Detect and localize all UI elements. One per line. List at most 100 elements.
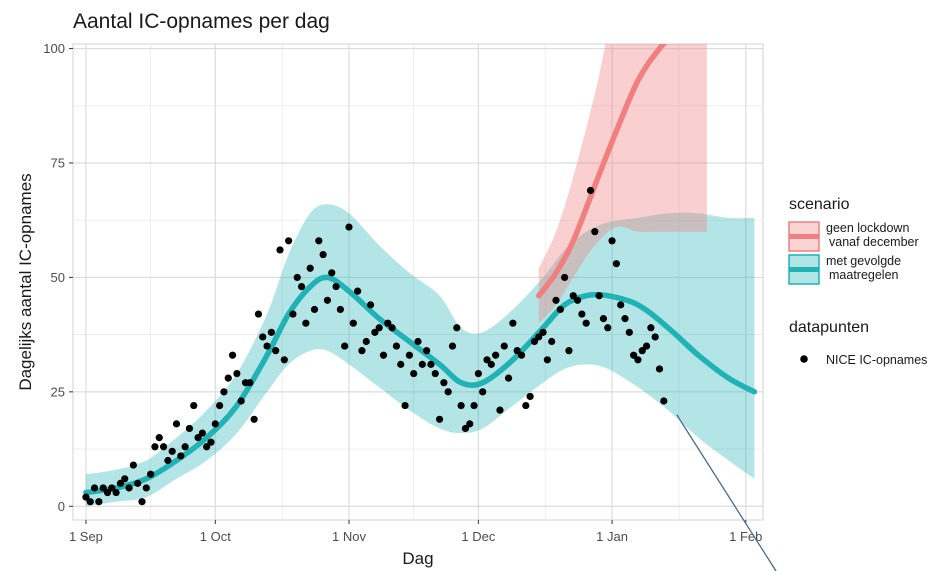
data-point — [435, 415, 444, 423]
data-point — [617, 301, 625, 309]
x-tick-label: 1 Jan — [596, 529, 628, 544]
data-point — [388, 324, 396, 332]
data-point — [522, 401, 530, 410]
y-tick-label: 100 — [43, 41, 65, 56]
data-point — [194, 434, 202, 442]
data-point — [539, 328, 547, 336]
data-point — [142, 484, 150, 492]
x-tick-label: 1 Nov — [332, 529, 366, 544]
x-tick-label: 1 Oct — [200, 529, 231, 544]
x-tick-label: 1 Feb — [729, 529, 762, 544]
data-point — [224, 374, 232, 382]
data-point — [349, 319, 357, 327]
data-point — [362, 337, 370, 346]
data-point — [423, 347, 431, 355]
data-point — [543, 356, 551, 364]
data-point — [548, 337, 556, 346]
data-point — [237, 397, 245, 405]
data-point — [112, 488, 120, 497]
data-point — [272, 347, 280, 355]
data-point — [203, 443, 211, 451]
legend-points-title: datapunten — [789, 319, 869, 336]
band-met_maatregelen — [85, 204, 755, 507]
data-point — [82, 493, 90, 501]
line-geen_lockdown — [536, 44, 667, 299]
data-point — [168, 447, 176, 455]
data-point — [108, 484, 116, 492]
data-point — [177, 452, 185, 460]
legend-label-geen_lockdown: vanaf december — [829, 235, 919, 249]
data-point — [254, 310, 263, 318]
data-point — [103, 488, 112, 497]
data-point — [535, 333, 543, 341]
data-point — [500, 342, 508, 350]
band-geen_lockdown — [538, 44, 707, 324]
data-point — [642, 342, 651, 350]
data-point — [371, 328, 379, 336]
data-point — [95, 498, 103, 506]
data-point — [366, 301, 375, 309]
grid-lines — [73, 44, 763, 520]
y-tick-label: 25 — [51, 384, 65, 399]
data-point — [552, 296, 560, 304]
data-point — [129, 461, 137, 469]
data-point — [440, 379, 448, 387]
data-point — [448, 342, 457, 350]
data-point — [457, 401, 465, 410]
x-tick-label: 1 Sep — [69, 529, 103, 544]
data-point — [310, 305, 319, 314]
data-point — [379, 351, 388, 359]
annotation-arrow — [676, 414, 777, 571]
data-point — [483, 356, 491, 364]
data-point — [172, 420, 181, 428]
x-tick-label: 1 Dec — [461, 529, 495, 544]
data-point — [630, 351, 638, 359]
legend-scenario-title: scenario — [789, 196, 850, 213]
data-point — [336, 305, 344, 314]
data-point — [595, 292, 603, 300]
data-point — [185, 424, 194, 433]
legend-label-met_maatregelen: maatregelen — [829, 268, 899, 282]
data-point — [384, 319, 392, 327]
data-point — [134, 479, 142, 487]
data-point — [358, 347, 366, 355]
data-point — [211, 420, 219, 428]
data-point — [530, 337, 539, 346]
data-point — [496, 406, 504, 414]
data-point — [625, 328, 633, 336]
data-point — [233, 369, 241, 378]
data-point — [375, 324, 383, 332]
data-point — [155, 434, 163, 442]
data-point — [216, 401, 224, 410]
data-point — [638, 347, 646, 355]
data-point — [341, 342, 349, 350]
data-point — [220, 388, 228, 396]
data-point — [138, 498, 146, 506]
plot-panel — [72, 43, 764, 521]
chart-title: Aantal IC-opnames per dag — [73, 10, 330, 33]
data-point — [608, 237, 616, 245]
data-point — [319, 250, 327, 259]
data-point — [332, 282, 340, 291]
y-tick-label: 75 — [51, 156, 65, 171]
data-point — [228, 351, 237, 359]
data-point — [444, 388, 452, 396]
data-point — [569, 292, 577, 300]
data-point — [561, 273, 569, 282]
data-point — [431, 369, 439, 378]
data-point — [164, 456, 172, 465]
data-point — [267, 328, 275, 336]
data-point — [586, 186, 595, 195]
data-point — [306, 264, 314, 272]
legend-label-met_maatregelen: met gevolgde — [826, 254, 901, 268]
data-point — [323, 296, 332, 304]
data-point — [99, 484, 107, 492]
data-point — [147, 470, 155, 478]
data-point — [582, 319, 590, 327]
data-point — [190, 401, 198, 410]
data-point — [345, 223, 353, 231]
data-point — [121, 475, 129, 483]
data-point — [289, 310, 297, 318]
data-point — [250, 415, 258, 423]
data-point — [90, 484, 99, 492]
